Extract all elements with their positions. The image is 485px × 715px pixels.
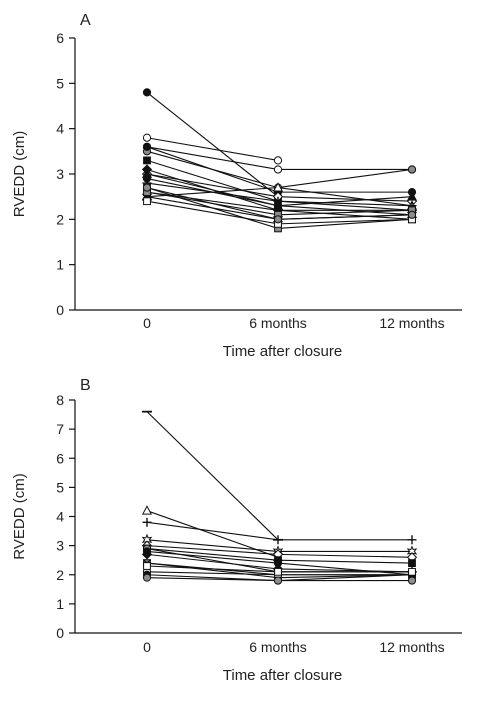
data-point xyxy=(142,517,152,527)
data-point xyxy=(407,535,417,545)
y-tick-label: 2 xyxy=(56,567,64,583)
data-point xyxy=(143,197,151,206)
series-1 xyxy=(142,88,283,201)
series-2 xyxy=(142,133,283,165)
y-tick-label: 6 xyxy=(56,30,64,46)
series-18 xyxy=(142,183,417,224)
y-tick-label: 3 xyxy=(56,166,64,182)
y-axis-title: RVEDD (cm) xyxy=(11,473,28,559)
x-axis-title: Time after closure xyxy=(223,343,342,360)
y-tick-label: 1 xyxy=(56,257,64,273)
y-tick-label: 5 xyxy=(56,75,64,91)
y-tick-label: 0 xyxy=(56,625,64,641)
series-16 xyxy=(143,197,416,228)
y-tick-label: 6 xyxy=(56,450,64,466)
data-point xyxy=(273,165,283,174)
panel-b: B 0 1 2 3 4 5 6 7 8 0 6 months 12 months Time after c… xyxy=(11,377,462,684)
y-tick-label: 4 xyxy=(56,509,64,525)
x-tick-label: 0 xyxy=(143,315,151,331)
y-tick-label: 7 xyxy=(56,421,64,437)
data-point xyxy=(408,567,416,576)
series-line xyxy=(146,91,279,198)
data-point xyxy=(142,183,152,192)
data-point xyxy=(408,559,416,568)
y-tick-label: 8 xyxy=(56,392,64,408)
x-axis-title: Time after closure xyxy=(223,667,342,684)
data-point xyxy=(407,165,417,174)
data-point xyxy=(142,573,152,582)
data-point xyxy=(273,576,283,585)
x-tick-label: 0 xyxy=(143,639,151,655)
y-tick-label: 3 xyxy=(56,538,64,554)
y-tick-label: 2 xyxy=(56,211,64,227)
data-point xyxy=(272,182,284,192)
data-point xyxy=(142,133,152,142)
panel-label: B xyxy=(80,377,91,394)
data-point xyxy=(274,567,282,576)
data-point xyxy=(141,505,153,515)
data-point xyxy=(407,576,417,585)
data-point xyxy=(273,215,283,224)
y-tick-label: 5 xyxy=(56,479,64,495)
series-3 xyxy=(142,517,417,545)
x-tick-label: 6 months xyxy=(249,639,307,655)
panel-label: A xyxy=(80,12,91,29)
data-point xyxy=(143,156,151,165)
series-line xyxy=(146,411,279,541)
data-point xyxy=(142,88,152,97)
y-axis-title: RVEDD (cm) xyxy=(11,131,28,217)
y-tick-label: 0 xyxy=(56,302,64,318)
x-tick-label: 12 months xyxy=(379,639,444,655)
data-point xyxy=(143,562,151,570)
series-17 xyxy=(141,168,418,210)
data-point xyxy=(407,210,417,219)
series-14 xyxy=(142,573,417,585)
data-point xyxy=(141,168,153,178)
y-tick-label: 4 xyxy=(56,121,64,137)
panel-a: A 0 1 2 3 4 5 6 0 6 months 12 months Time after clo… xyxy=(11,12,462,360)
x-tick-label: 6 months xyxy=(249,315,307,331)
series-15 xyxy=(143,562,416,576)
data-point xyxy=(273,535,283,545)
data-point xyxy=(273,156,283,165)
x-tick-label: 12 months xyxy=(379,315,444,331)
data-point xyxy=(141,549,153,560)
y-tick-label: 1 xyxy=(56,596,64,612)
data-point xyxy=(272,200,284,210)
data-point xyxy=(406,191,418,201)
series-line xyxy=(146,137,279,161)
series-1 xyxy=(142,410,283,541)
data-point xyxy=(142,142,152,151)
